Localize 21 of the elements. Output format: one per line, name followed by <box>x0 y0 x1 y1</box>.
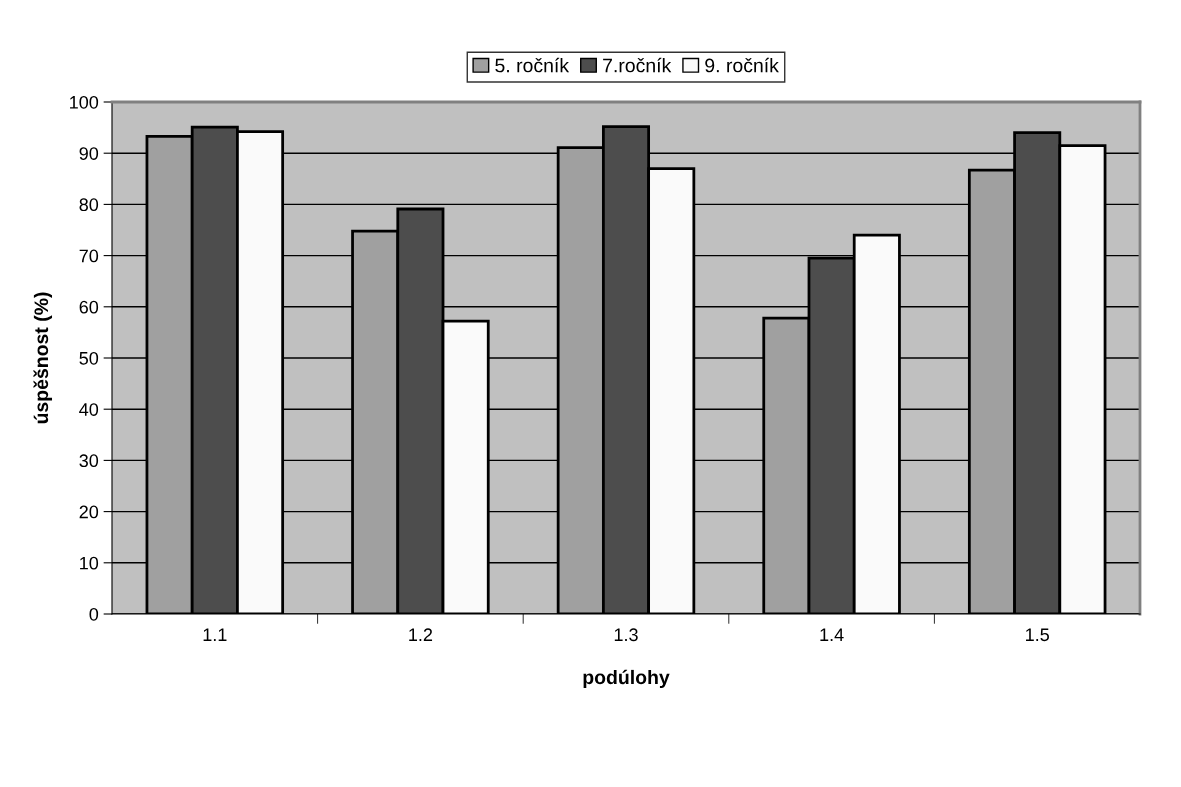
x-tick-label: 1.5 <box>1026 628 1049 642</box>
legend-label: 5. ročník <box>495 57 570 73</box>
x-tick-label: 1.3 <box>614 628 638 642</box>
legend-label: 9. ročník <box>705 57 779 73</box>
y-tick-label: 90 <box>79 147 99 160</box>
x-axis-title: podúlohy <box>583 669 670 689</box>
y-tick-label: 0 <box>89 607 99 621</box>
y-tick-label: 30 <box>79 454 99 468</box>
y-tick-label: 10 <box>80 556 99 570</box>
y-tick-label: 50 <box>79 351 99 365</box>
x-tick-label: 1.2 <box>409 628 433 641</box>
y-tick-label: 100 <box>70 95 99 109</box>
x-tick-label: 1.1 <box>203 628 227 641</box>
x-tick-label: 1.4 <box>820 628 844 641</box>
y-tick-label: 80 <box>79 198 99 212</box>
y-tick-label: 60 <box>79 300 99 314</box>
y-tick-label: 20 <box>79 505 99 519</box>
y-axis-title: úspěšnost (%) <box>33 292 53 424</box>
y-tick-label: 70 <box>79 249 99 263</box>
legend-label: 7.ročník <box>603 57 672 73</box>
y-tick-label: 40 <box>79 403 99 416</box>
